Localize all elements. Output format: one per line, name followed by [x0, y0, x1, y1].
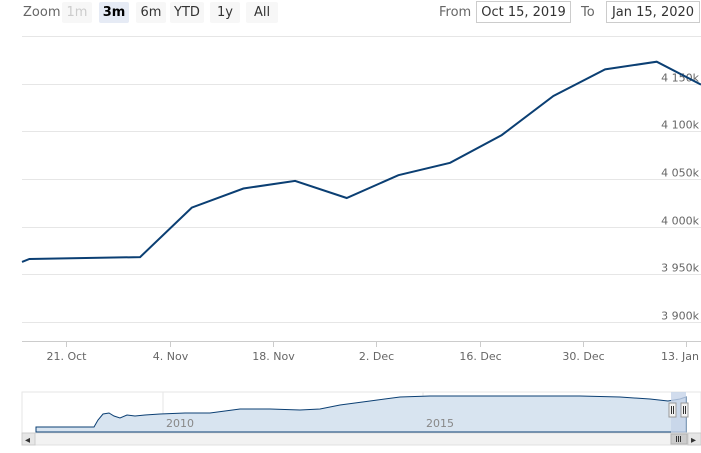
scroll-left-arrow-icon: ◂	[25, 435, 30, 446]
x-tick-label: 2. Dec	[359, 350, 394, 363]
y-tick-label: 4 100k	[661, 119, 699, 132]
y-tick-label: 4 000k	[661, 215, 699, 228]
zoom-1y-button[interactable]: 1y	[210, 2, 240, 23]
navigator-tick-label: 2015	[426, 417, 454, 430]
to-label: To	[581, 5, 595, 20]
series-line[interactable]	[21, 60, 701, 263]
grid-lines	[22, 36, 701, 323]
range-selector: Zoom 1m 3m 6m YTD 1y All From Oct 15, 20…	[0, 0, 701, 26]
y-tick-label: 3 950k	[661, 262, 699, 275]
scrollbar-right-button[interactable]	[687, 432, 701, 446]
from-label: From	[439, 5, 472, 20]
y-tick-label: 3 900k	[661, 310, 699, 323]
from-date-input[interactable]: Oct 15, 2019	[476, 1, 571, 23]
x-tick-label: 18. Nov	[252, 350, 295, 363]
x-tick-label: 16. Dec	[459, 350, 501, 363]
y-axis-ticks: 3 900k 3 950k 4 000k 4 050k 4 100k 4 150k	[661, 72, 699, 323]
x-tick-label: 30. Dec	[562, 350, 604, 363]
scrollbar-track[interactable]	[21, 432, 701, 446]
y-tick-label: 4 050k	[661, 167, 699, 180]
x-tick-label: 4. Nov	[153, 350, 189, 363]
navigator-left-handle[interactable]	[668, 402, 677, 418]
navigator-series-area	[35, 395, 687, 433]
zoom-ytd-button[interactable]: YTD	[170, 2, 204, 23]
zoom-label: Zoom	[23, 5, 61, 20]
zoom-1m-button[interactable]: 1m	[62, 2, 92, 23]
navigator-selected-range[interactable]	[671, 392, 686, 433]
scrollbar[interactable]: ◂ ▸	[21, 432, 701, 446]
zoom-6m-button[interactable]: 6m	[136, 2, 166, 23]
x-axis-ticks: 21. Oct 4. Nov 18. Nov 2. Dec 16. Dec 30. Dec…	[22, 341, 701, 363]
x-tick-label: 13. Jan	[661, 350, 699, 363]
navigator-tick-label: 2010	[166, 417, 194, 430]
navigator[interactable]: 2010 2015	[21, 391, 701, 434]
zoom-3m-button[interactable]: 3m	[99, 2, 129, 23]
to-date-input[interactable]: Jan 15, 2020	[606, 1, 700, 23]
scrollbar-left-button[interactable]	[21, 432, 36, 446]
scroll-right-arrow-icon: ▸	[691, 435, 696, 446]
zoom-all-button[interactable]: All	[246, 2, 278, 23]
x-tick-label: 21. Oct	[46, 350, 87, 363]
navigator-right-handle[interactable]	[680, 402, 689, 418]
y-tick-label: 4 150k	[661, 72, 699, 85]
